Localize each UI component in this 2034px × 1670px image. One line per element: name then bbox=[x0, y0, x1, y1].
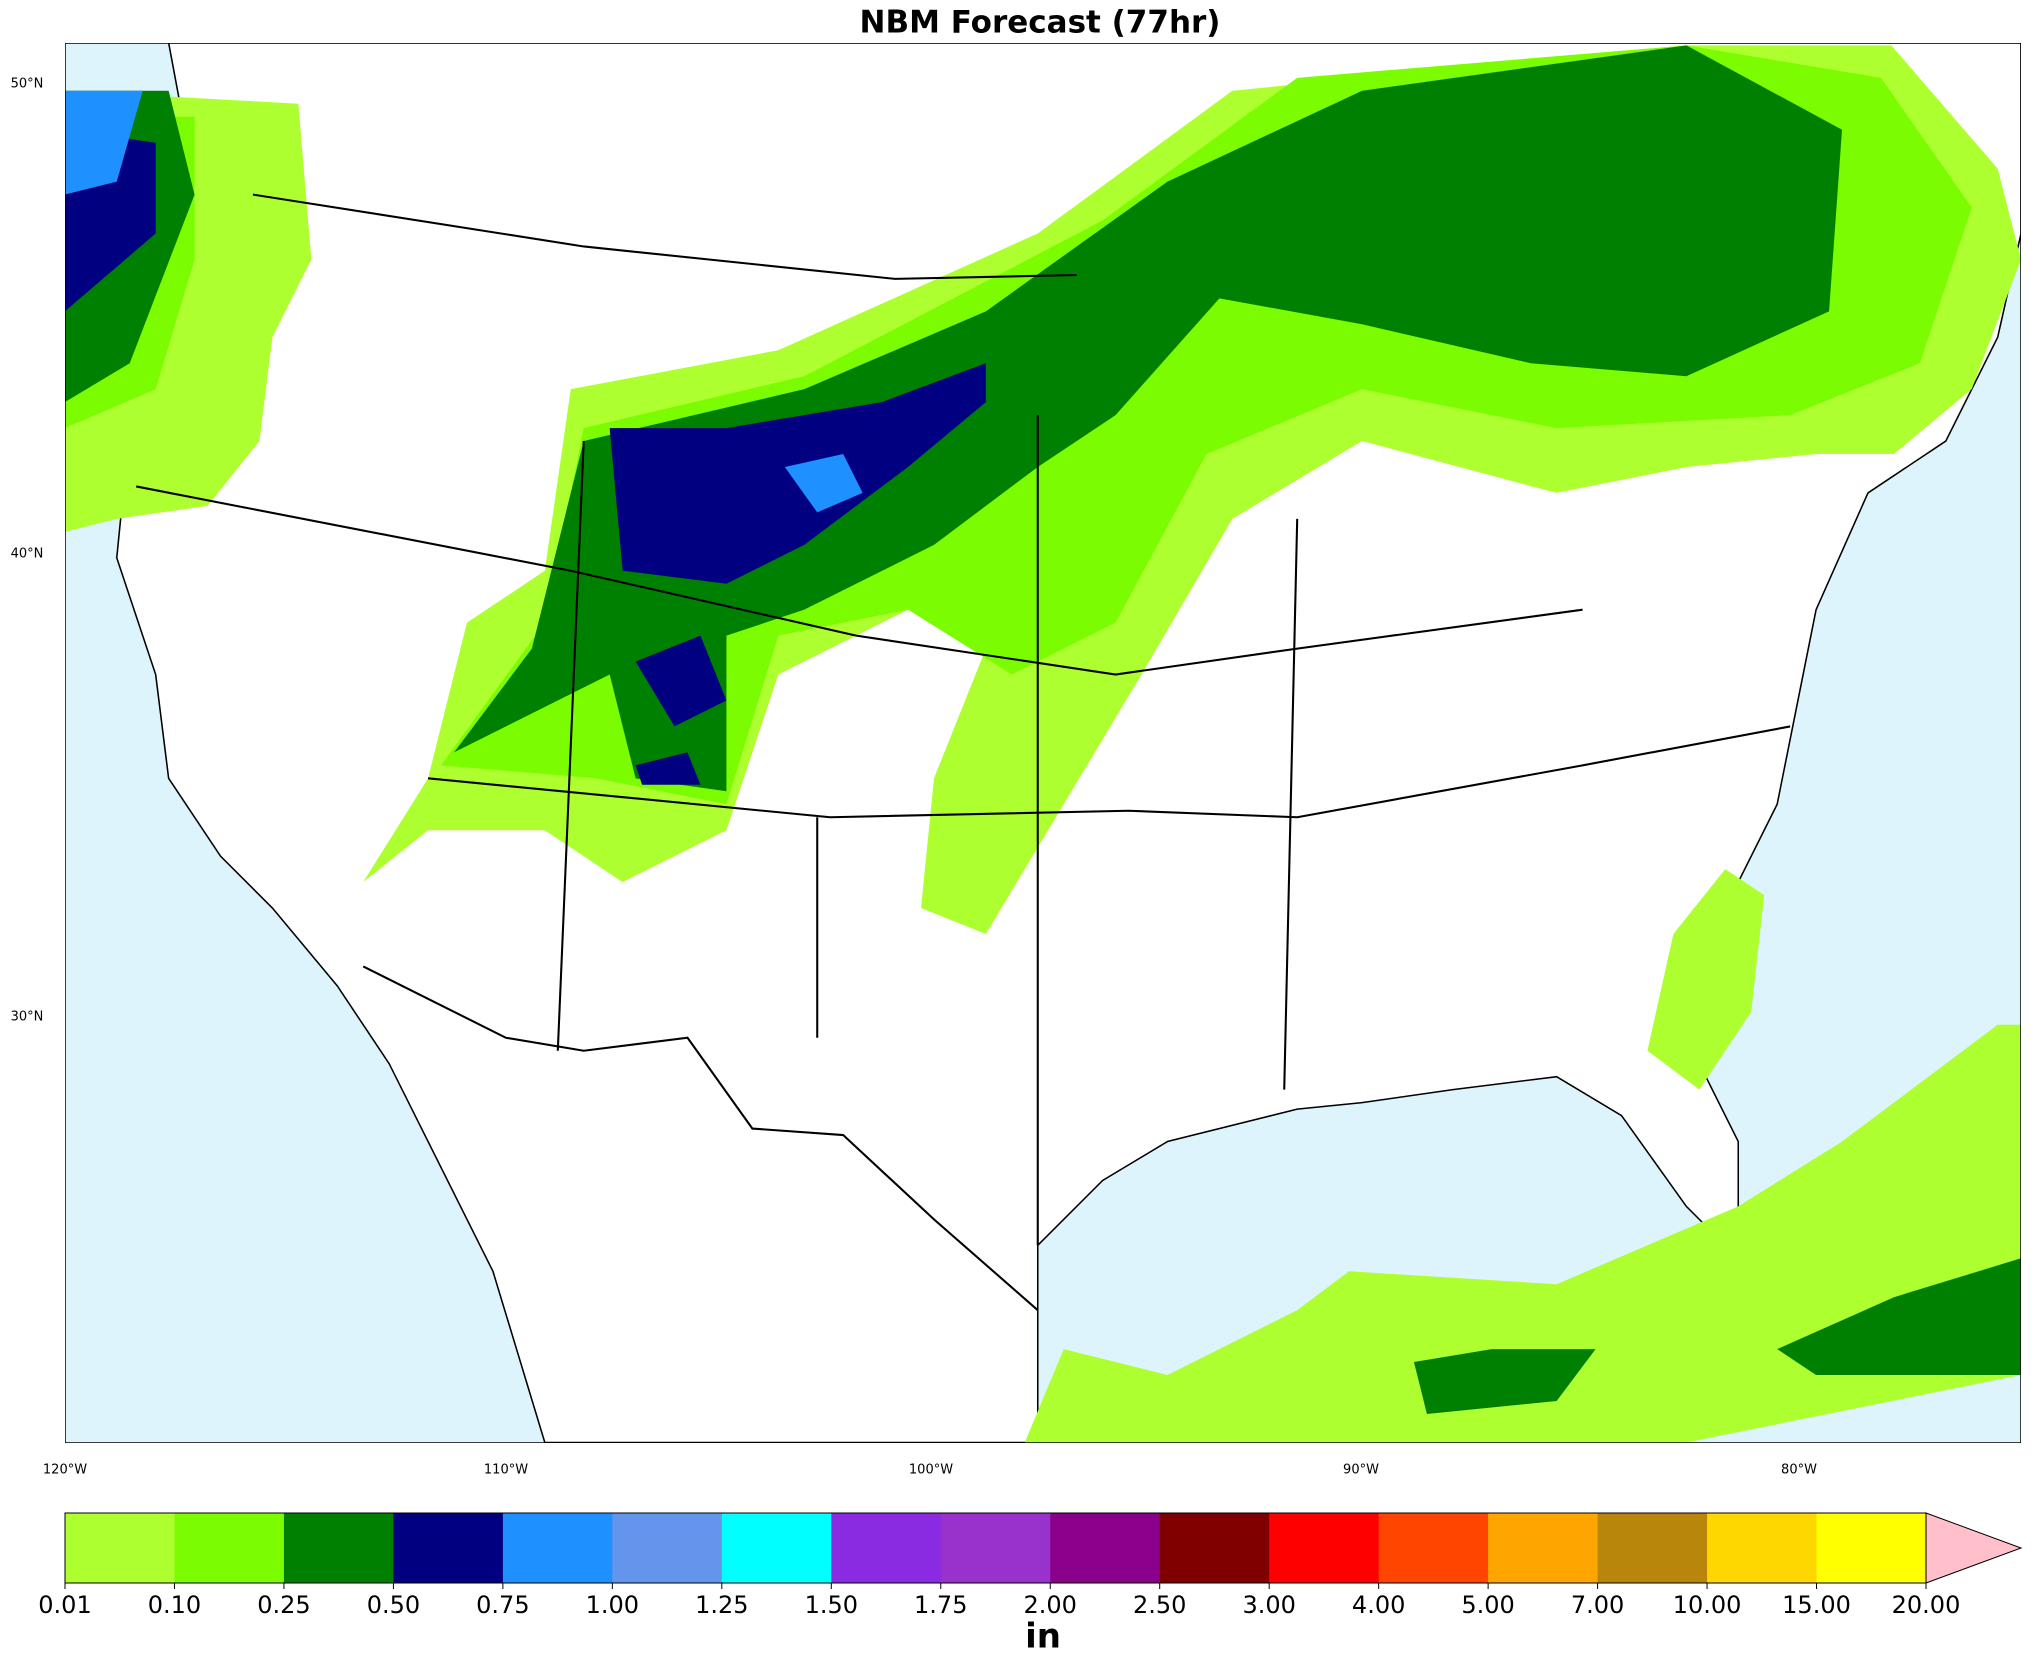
colorbar-extension bbox=[1925, 1512, 2023, 1584]
lon-labels: 120°W 110°W 100°W 90°W 80°W bbox=[43, 1463, 1817, 1478]
lon-label: 120°W bbox=[43, 1463, 87, 1478]
colorbar-label: in bbox=[1025, 1617, 1061, 1657]
lon-label: 100°W bbox=[909, 1463, 953, 1478]
colorbar-frame bbox=[64, 1512, 1927, 1584]
colorbar-tick-label: 0.50 bbox=[367, 1591, 420, 1619]
colorbar: 0.01 0.10 0.25 0.50 0.75 1.00 1.25 1.50 1.75 2.00… bbox=[38, 1512, 2023, 1619]
map-title: NBM Forecast (77hr) bbox=[860, 5, 1221, 41]
colorbar-segment bbox=[174, 1513, 285, 1583]
colorbar-segment bbox=[393, 1513, 504, 1583]
colorbar-segment bbox=[612, 1513, 723, 1583]
precip-xheavy bbox=[65, 90, 143, 195]
colorbar-tick-label: 0.25 bbox=[257, 1591, 310, 1619]
colorbar-tick-label: 2.50 bbox=[1133, 1591, 1186, 1619]
precip-light bbox=[1647, 869, 1765, 1090]
border bbox=[252, 193, 1077, 280]
lat-label: 50°N bbox=[11, 77, 44, 92]
border bbox=[427, 725, 1791, 819]
precip-light bbox=[1024, 1024, 2021, 1443]
colorbar-segment bbox=[1816, 1513, 1927, 1583]
colorbar-tick-label: 0.10 bbox=[148, 1591, 201, 1619]
colorbar-segment bbox=[1488, 1513, 1599, 1583]
border bbox=[136, 485, 1583, 676]
precip-heavy bbox=[1413, 1349, 1596, 1414]
colorbar-tick-label: 1.75 bbox=[914, 1591, 967, 1619]
colorbar-segment bbox=[1050, 1513, 1161, 1583]
colorbar-segment bbox=[65, 1513, 175, 1583]
colorbar-segment bbox=[1378, 1513, 1489, 1583]
lat-labels: 50°N 40°N 30°N bbox=[11, 77, 44, 1025]
colorbar-tick-label: 7.00 bbox=[1571, 1591, 1624, 1619]
colorbar-segment bbox=[502, 1513, 613, 1583]
colorbar-segment bbox=[831, 1513, 942, 1583]
lon-label: 90°W bbox=[1343, 1463, 1379, 1478]
lat-label: 30°N bbox=[11, 1010, 44, 1025]
colorbar-tick-label: 1.00 bbox=[586, 1591, 639, 1619]
colorbar-tick-label: 4.00 bbox=[1352, 1591, 1405, 1619]
lon-label: 80°W bbox=[1781, 1463, 1817, 1478]
colorbar-tick-label: 1.25 bbox=[695, 1591, 748, 1619]
colorbar-segment bbox=[721, 1513, 832, 1583]
map bbox=[65, 43, 2021, 1443]
colorbar-tick-label: 15.00 bbox=[1782, 1591, 1851, 1619]
colorbar-tick-label: 20.00 bbox=[1892, 1591, 1961, 1619]
colorbar-tick-label: 0.01 bbox=[38, 1591, 91, 1619]
colorbar-tick-label: 1.50 bbox=[805, 1591, 858, 1619]
border bbox=[362, 965, 1039, 1311]
precip-heavy bbox=[454, 45, 1843, 792]
border bbox=[556, 415, 1299, 1246]
precip-heavy bbox=[1777, 1258, 2021, 1376]
lon-label: 110°W bbox=[484, 1463, 528, 1478]
colorbar-tick-label: 5.00 bbox=[1461, 1591, 1514, 1619]
precip-vheavy bbox=[635, 635, 727, 727]
colorbar-tick-label: 3.00 bbox=[1242, 1591, 1295, 1619]
colorbar-segment bbox=[1269, 1513, 1380, 1583]
precip-vheavy bbox=[635, 752, 701, 785]
colorbar-segment bbox=[1159, 1513, 1270, 1583]
colorbar-tick-label: 0.75 bbox=[476, 1591, 529, 1619]
colorbar-segment bbox=[1597, 1513, 1708, 1583]
colorbar-tick-label: 10.00 bbox=[1673, 1591, 1742, 1619]
colorbar-segment bbox=[940, 1513, 1051, 1583]
colorbar-tick-label: 2.00 bbox=[1024, 1591, 1077, 1619]
precip-xheavy bbox=[784, 454, 863, 513]
lat-label: 40°N bbox=[11, 547, 44, 562]
colorbar-segment bbox=[1707, 1513, 1818, 1583]
colorbar-segment bbox=[283, 1513, 394, 1583]
